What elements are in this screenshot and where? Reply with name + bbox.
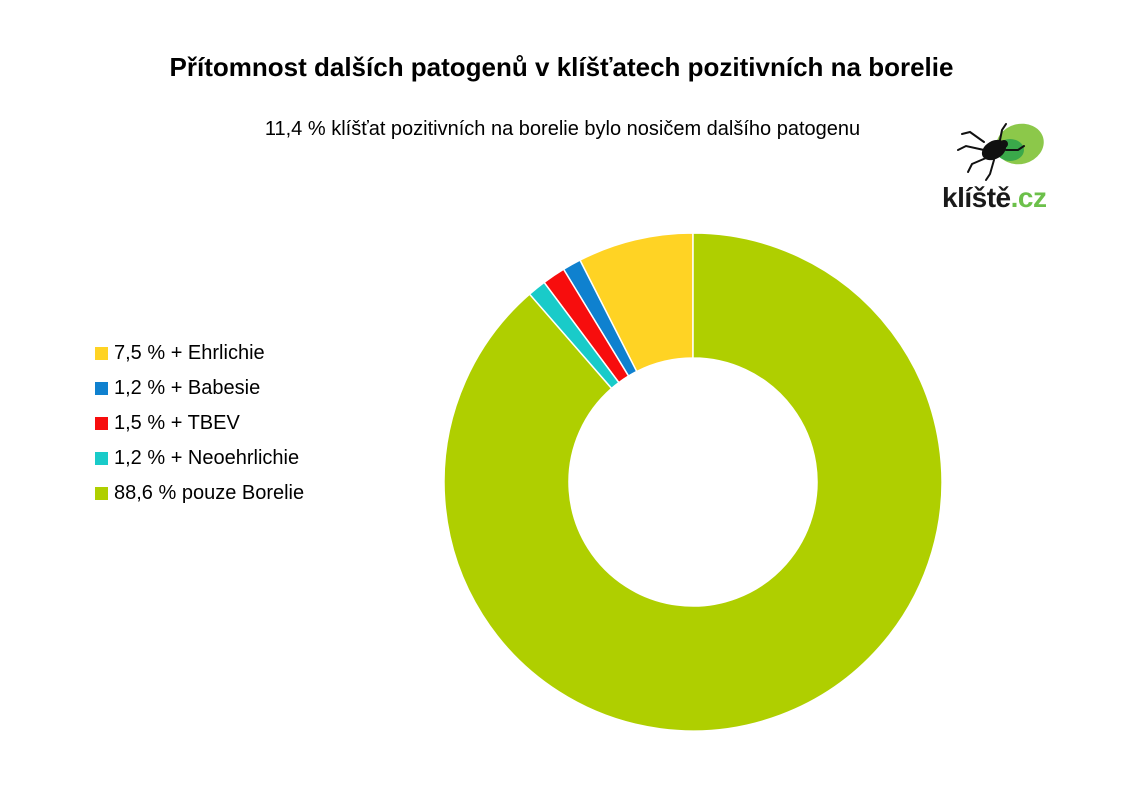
donut-slices (443, 232, 943, 732)
legend-label: 1,2 % + Neoehrlichie (114, 447, 300, 469)
legend-label: 88,6 % pouze Borelie (114, 482, 305, 504)
legend-item-babesie: 1,2 % + Babesie (95, 371, 304, 406)
logo-text-dark: klíště (942, 182, 1011, 213)
logo-text-green: .cz (1010, 182, 1047, 213)
legend-swatch (95, 382, 108, 395)
chart-subtitle: 11,4 % klíšťat pozitivních na borelie by… (264, 118, 861, 140)
donut-slice (443, 232, 943, 732)
legend-label: 7,5 % + Ehrlichie (114, 342, 265, 364)
chart-legend: 7,5 % + Ehrlichie 1,2 % + Babesie 1,5 % … (95, 336, 304, 511)
chart-title: Přítomnost dalších patogenů v klíšťatech… (169, 52, 954, 82)
legend-item-ehrlichie: 7,5 % + Ehrlichie (95, 336, 304, 371)
legend-label: 1,2 % + Babesie (114, 377, 261, 399)
legend-swatch (95, 452, 108, 465)
legend-swatch (95, 487, 108, 500)
tick-icon (957, 123, 1044, 181)
legend-item-tbev: 1,5 % + TBEV (95, 406, 304, 441)
logo-text: klíště.cz (942, 182, 1047, 214)
legend-swatch (95, 417, 108, 430)
legend-swatch (95, 347, 108, 360)
legend-item-borelie: 88,6 % pouze Borelie (95, 476, 304, 511)
klistecz-logo: klíště.cz (940, 120, 1065, 215)
legend-label: 1,5 % + TBEV (114, 412, 240, 434)
legend-item-neoehrlichie: 1,2 % + Neoehrlichie (95, 441, 304, 476)
